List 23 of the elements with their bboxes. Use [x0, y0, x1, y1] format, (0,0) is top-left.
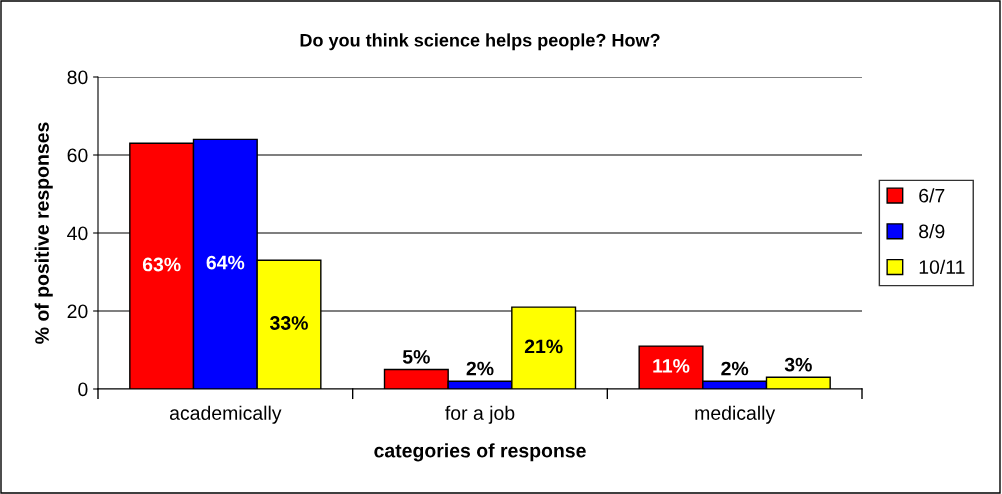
x-axis-title: categories of response: [374, 443, 586, 462]
y-tick-label: 80: [67, 70, 88, 85]
data-label: 2%: [721, 361, 749, 376]
legend-label: 10/11: [919, 259, 965, 274]
data-label: 11%: [653, 359, 690, 373]
legend-label: 8/9: [919, 223, 945, 239]
data-label: 2%: [466, 361, 494, 376]
data-label: 63%: [142, 257, 181, 272]
data-label: 33%: [269, 316, 308, 330]
data-label: 5%: [402, 349, 430, 364]
y-tick-label: 60: [67, 148, 88, 163]
y-axis-title: % of positive responses: [34, 122, 53, 344]
legend-label: 6/7: [919, 188, 945, 203]
data-label: 64%: [206, 255, 245, 270]
x-tick-label: medically: [695, 405, 776, 424]
chart-title: Do you think science helps people? How?: [300, 33, 660, 51]
y-tick-label: 0: [78, 382, 88, 397]
data-label: 3%: [784, 357, 812, 372]
y-tick-label: 40: [67, 226, 88, 241]
x-tick-label: for a job: [445, 405, 515, 424]
x-tick-label: academically: [169, 405, 282, 424]
y-tick-label: 20: [67, 304, 88, 319]
data-label: 21%: [524, 339, 563, 354]
